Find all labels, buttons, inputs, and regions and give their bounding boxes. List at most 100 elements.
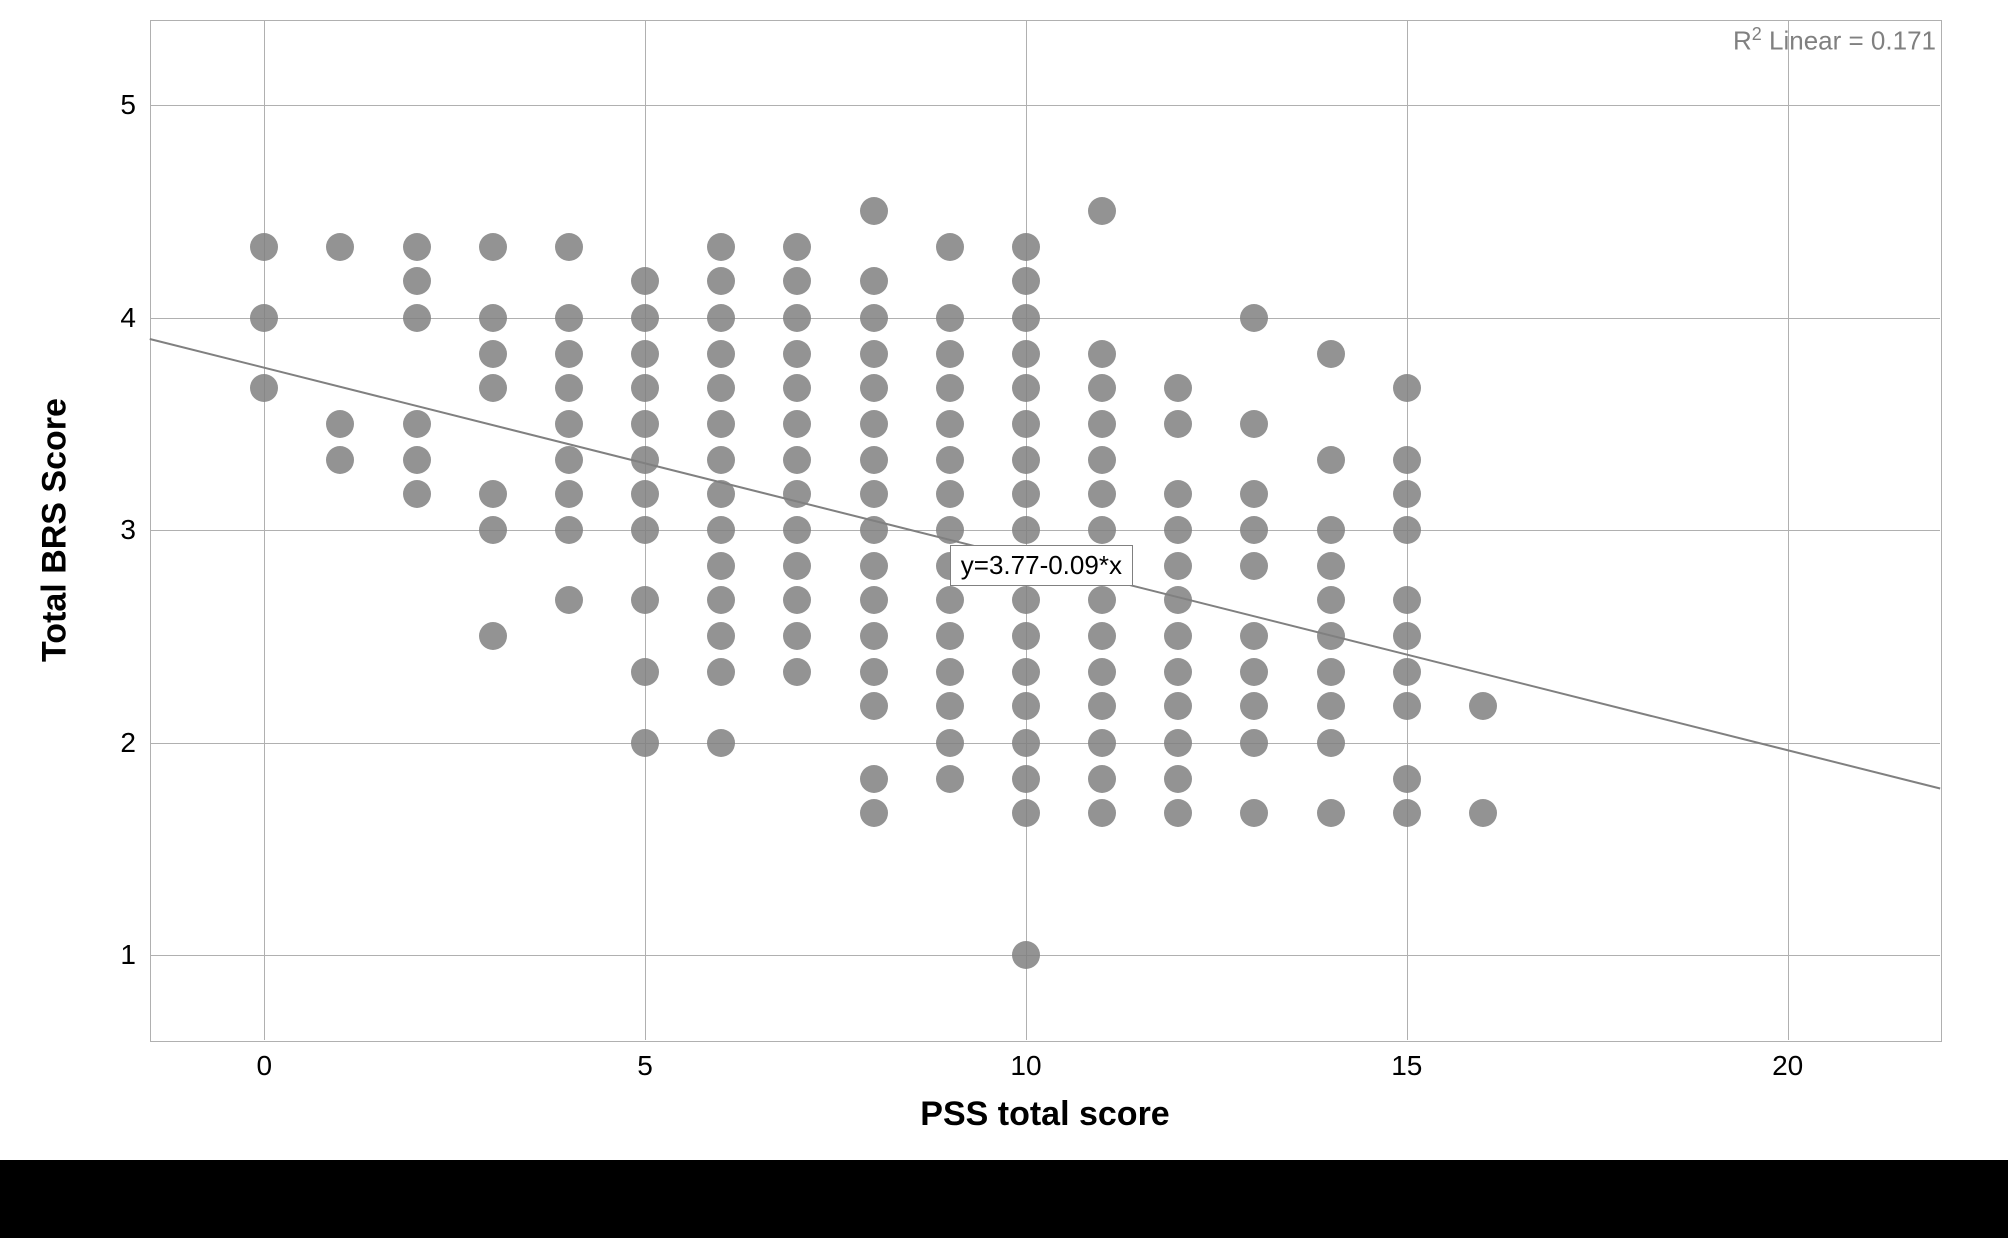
- data-point: [631, 480, 659, 508]
- data-point: [1088, 480, 1116, 508]
- data-point: [1088, 516, 1116, 544]
- data-point: [555, 516, 583, 544]
- data-point: [631, 729, 659, 757]
- data-point: [555, 480, 583, 508]
- data-point: [403, 410, 431, 438]
- data-point: [1240, 304, 1268, 332]
- data-point: [1012, 267, 1040, 295]
- data-point: [936, 516, 964, 544]
- data-point: [860, 340, 888, 368]
- data-point: [1012, 658, 1040, 686]
- data-point: [326, 233, 354, 261]
- data-point: [1164, 586, 1192, 614]
- data-point: [707, 480, 735, 508]
- y-tick-label: 3: [120, 514, 136, 546]
- data-point: [707, 233, 735, 261]
- data-point: [1393, 374, 1421, 402]
- data-point: [783, 552, 811, 580]
- data-point: [479, 480, 507, 508]
- data-point: [783, 233, 811, 261]
- chart-container: { "chart": { "type": "scatter", "width":…: [0, 0, 2008, 1238]
- data-point: [936, 480, 964, 508]
- gridline-horizontal: [150, 105, 1940, 106]
- data-point: [860, 304, 888, 332]
- data-point: [1088, 765, 1116, 793]
- data-point: [1164, 765, 1192, 793]
- data-point: [479, 374, 507, 402]
- data-point: [936, 622, 964, 650]
- gridline-horizontal: [150, 955, 1940, 956]
- data-point: [631, 658, 659, 686]
- data-point: [403, 267, 431, 295]
- data-point: [936, 340, 964, 368]
- data-point: [1088, 692, 1116, 720]
- data-point: [1393, 446, 1421, 474]
- data-point: [631, 410, 659, 438]
- data-point: [403, 446, 431, 474]
- data-point: [631, 516, 659, 544]
- data-point: [1164, 729, 1192, 757]
- y-tick-label: 5: [120, 89, 136, 121]
- data-point: [555, 374, 583, 402]
- x-tick-label: 5: [637, 1050, 653, 1082]
- data-point: [555, 446, 583, 474]
- data-point: [1088, 410, 1116, 438]
- x-tick-label: 20: [1772, 1050, 1803, 1082]
- data-point: [1469, 799, 1497, 827]
- data-point: [631, 586, 659, 614]
- data-point: [250, 233, 278, 261]
- data-point: [1393, 480, 1421, 508]
- data-point: [860, 516, 888, 544]
- data-point: [1088, 799, 1116, 827]
- data-point: [479, 340, 507, 368]
- data-point: [1317, 729, 1345, 757]
- data-point: [1317, 552, 1345, 580]
- data-point: [707, 340, 735, 368]
- data-point: [936, 586, 964, 614]
- data-point: [1240, 799, 1268, 827]
- data-point: [1164, 552, 1192, 580]
- data-point: [1317, 340, 1345, 368]
- data-point: [479, 304, 507, 332]
- data-point: [707, 516, 735, 544]
- data-point: [1317, 622, 1345, 650]
- data-point: [707, 729, 735, 757]
- data-point: [1012, 692, 1040, 720]
- data-point: [783, 658, 811, 686]
- data-point: [1393, 622, 1421, 650]
- data-point: [555, 340, 583, 368]
- data-point: [1240, 729, 1268, 757]
- data-point: [1317, 586, 1345, 614]
- data-point: [936, 374, 964, 402]
- data-point: [631, 304, 659, 332]
- data-point: [1088, 658, 1116, 686]
- data-point: [783, 516, 811, 544]
- data-point: [1012, 729, 1040, 757]
- data-point: [1088, 197, 1116, 225]
- data-point: [479, 516, 507, 544]
- data-point: [1240, 516, 1268, 544]
- data-point: [860, 480, 888, 508]
- data-point: [631, 340, 659, 368]
- data-point: [1317, 516, 1345, 544]
- data-point: [860, 799, 888, 827]
- data-point: [1393, 658, 1421, 686]
- data-point: [1393, 692, 1421, 720]
- data-point: [1012, 480, 1040, 508]
- gridline-horizontal: [150, 743, 1940, 744]
- data-point: [1317, 692, 1345, 720]
- data-point: [860, 410, 888, 438]
- data-point: [936, 410, 964, 438]
- data-point: [1088, 446, 1116, 474]
- data-point: [1012, 410, 1040, 438]
- data-point: [860, 765, 888, 793]
- data-point: [860, 692, 888, 720]
- data-point: [936, 692, 964, 720]
- data-point: [1469, 692, 1497, 720]
- gridline-horizontal: [150, 530, 1940, 531]
- y-tick-label: 1: [120, 939, 136, 971]
- data-point: [783, 446, 811, 474]
- data-point: [860, 658, 888, 686]
- data-point: [1088, 340, 1116, 368]
- data-point: [1088, 729, 1116, 757]
